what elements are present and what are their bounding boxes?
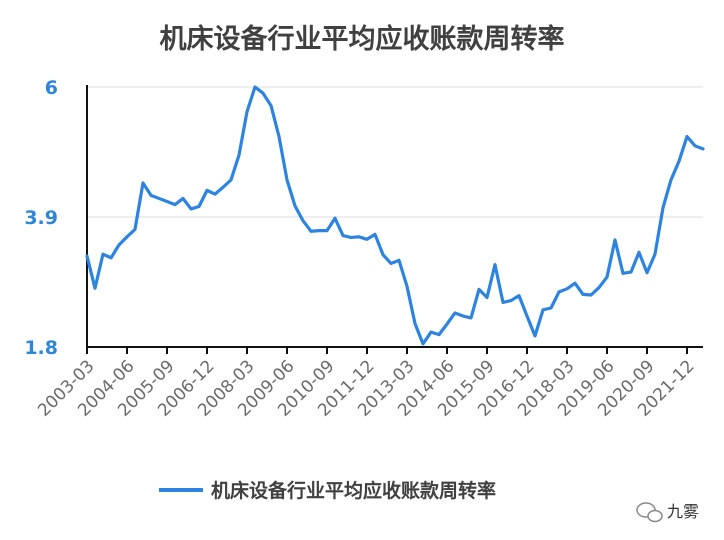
x-axis-ticks: 2003-032004-062005-092006-122008-032009-… bbox=[34, 347, 699, 421]
watermark-text: 九雾 bbox=[667, 502, 699, 521]
legend-label: 机床设备行业平均应收账款周转率 bbox=[211, 479, 496, 502]
y-tick-label: 1.8 bbox=[24, 337, 58, 359]
series-layer bbox=[85, 85, 705, 346]
y-tick-label: 3.9 bbox=[24, 207, 58, 229]
axes bbox=[86, 85, 703, 348]
wechat-icon bbox=[636, 502, 663, 523]
grid-lines bbox=[87, 86, 703, 348]
chart-title: 机床设备行业平均应收账款周转率 bbox=[160, 23, 565, 55]
watermark: 九雾 bbox=[636, 502, 699, 523]
legend: 机床设备行业平均应收账款周转率 bbox=[159, 479, 496, 502]
y-tick-label: 6 bbox=[45, 77, 58, 99]
series-line-0 bbox=[85, 85, 705, 346]
y-axis-ticks: 1.8 3.9 6 bbox=[24, 77, 58, 359]
